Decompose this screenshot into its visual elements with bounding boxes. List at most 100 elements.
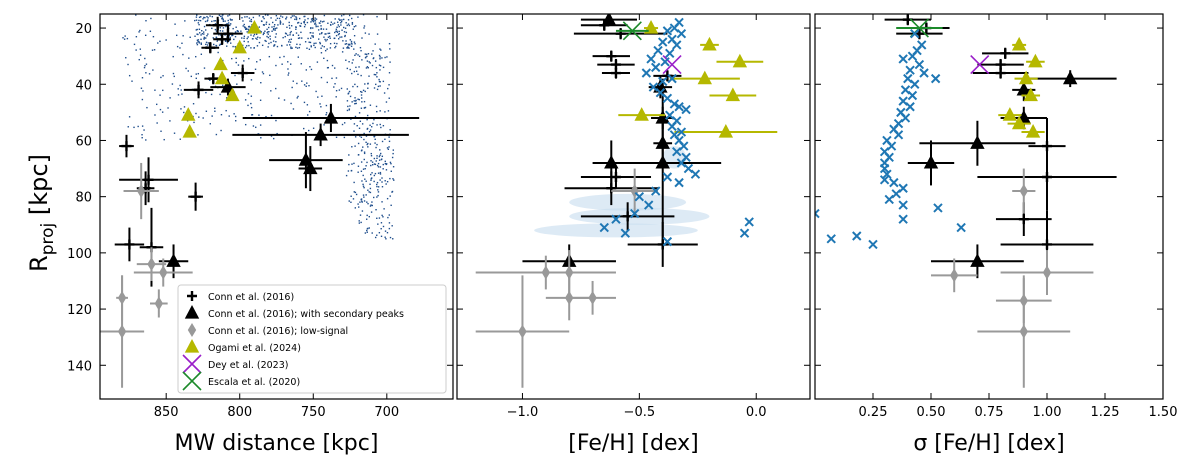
field-star-dot	[303, 127, 305, 130]
legend-label: Dey et al. (2023)	[208, 360, 288, 371]
field-star-dot	[305, 85, 307, 87]
series-conn-et-al-2016-low-signal	[475, 168, 659, 388]
field-star-dot	[373, 157, 376, 160]
field-star-dot	[354, 136, 357, 138]
field-star-dot	[346, 100, 349, 102]
field-star-dot	[354, 191, 357, 194]
field-star-dot	[203, 25, 206, 28]
field-star-dot	[383, 92, 386, 94]
field-star-dot	[282, 23, 284, 25]
data-point	[910, 28, 920, 39]
field-star-dot	[307, 129, 310, 132]
field-star-dot	[195, 29, 198, 31]
field-star-dot	[318, 22, 321, 24]
y-tick-label: 100	[67, 247, 92, 262]
field-star-dot	[133, 126, 135, 129]
field-star-dot	[360, 170, 363, 172]
field-star-dot	[352, 198, 355, 200]
field-star-dot	[348, 47, 350, 49]
field-star-dot	[244, 26, 246, 29]
field-star-dot	[252, 38, 254, 40]
field-star-dot	[306, 82, 308, 84]
field-star-dot	[287, 41, 290, 43]
field-star-dot	[235, 26, 237, 28]
field-star-dot	[289, 41, 292, 43]
field-star-dot	[289, 44, 291, 46]
field-star-dot	[182, 35, 184, 37]
field-star-dot	[218, 34, 220, 36]
field-star-dot	[309, 66, 311, 68]
field-star-dot	[319, 42, 322, 45]
field-star-dot	[180, 89, 182, 91]
field-star-dot	[211, 115, 213, 117]
field-star-dot	[306, 104, 309, 106]
field-star-dot	[369, 173, 372, 176]
field-star-dot	[389, 236, 392, 239]
field-star-dot	[367, 67, 369, 69]
field-star-dot	[351, 163, 353, 165]
field-star-dot	[387, 110, 390, 112]
field-star-dot	[325, 104, 328, 107]
data-point	[1018, 214, 1029, 225]
field-star-dot	[340, 24, 342, 26]
field-star-dot	[220, 34, 222, 36]
field-star-dot	[360, 161, 363, 163]
field-star-dot	[291, 47, 293, 49]
field-star-dot	[195, 73, 197, 75]
field-star-dot	[335, 30, 337, 32]
field-star-dot	[312, 127, 315, 129]
data-point	[323, 109, 339, 124]
field-star-dot	[366, 201, 368, 203]
field-star-dot	[203, 16, 205, 19]
field-star-dot	[222, 59, 224, 62]
field-star-dot	[378, 78, 380, 81]
field-star-dot	[376, 196, 378, 198]
field-star-dot	[388, 222, 391, 224]
field-star-dot	[369, 187, 372, 190]
field-star-dot	[351, 21, 354, 24]
field-star-dot	[353, 25, 356, 28]
field-star-dot	[153, 49, 156, 51]
field-star-dot	[233, 113, 235, 115]
field-star-dot	[370, 211, 373, 213]
field-star-dot	[392, 166, 395, 168]
field-star-dot	[205, 41, 208, 44]
field-star-dot	[274, 29, 276, 31]
data-point	[815, 208, 820, 219]
field-star-dot	[390, 162, 392, 165]
data-point	[672, 146, 682, 157]
field-star-dot	[361, 200, 363, 203]
field-star-dot	[377, 194, 379, 197]
field-star-dot	[219, 30, 222, 32]
field-star-dot	[357, 142, 360, 145]
field-star-dot	[389, 61, 391, 63]
field-star-dot	[352, 85, 354, 88]
field-star-dot	[376, 33, 379, 35]
field-star-dot	[270, 17, 272, 19]
data-point	[882, 169, 892, 179]
data-point	[1042, 265, 1052, 280]
field-star-dot	[367, 142, 369, 145]
field-star-dot	[364, 232, 367, 234]
field-star-dot	[126, 37, 129, 40]
field-star-dot	[364, 53, 367, 55]
field-star-dot	[299, 43, 301, 46]
field-star-dot	[376, 234, 378, 236]
field-star-dot	[154, 89, 156, 91]
data-point	[732, 53, 748, 68]
field-star-dot	[350, 42, 353, 44]
field-star-dot	[364, 83, 366, 85]
field-star-dot	[376, 72, 378, 74]
field-star-dot	[275, 87, 277, 90]
data-point	[879, 163, 890, 174]
field-star-dot	[249, 20, 251, 22]
field-star-dot	[391, 156, 394, 159]
field-star-dot	[352, 28, 354, 30]
field-star-dot	[206, 20, 209, 22]
field-star-dot	[181, 42, 183, 44]
field-star-dot	[392, 152, 394, 155]
field-star-dot	[354, 97, 356, 99]
field-star-dot	[294, 18, 296, 21]
field-star-dot	[377, 162, 380, 165]
field-star-dot	[195, 77, 198, 80]
